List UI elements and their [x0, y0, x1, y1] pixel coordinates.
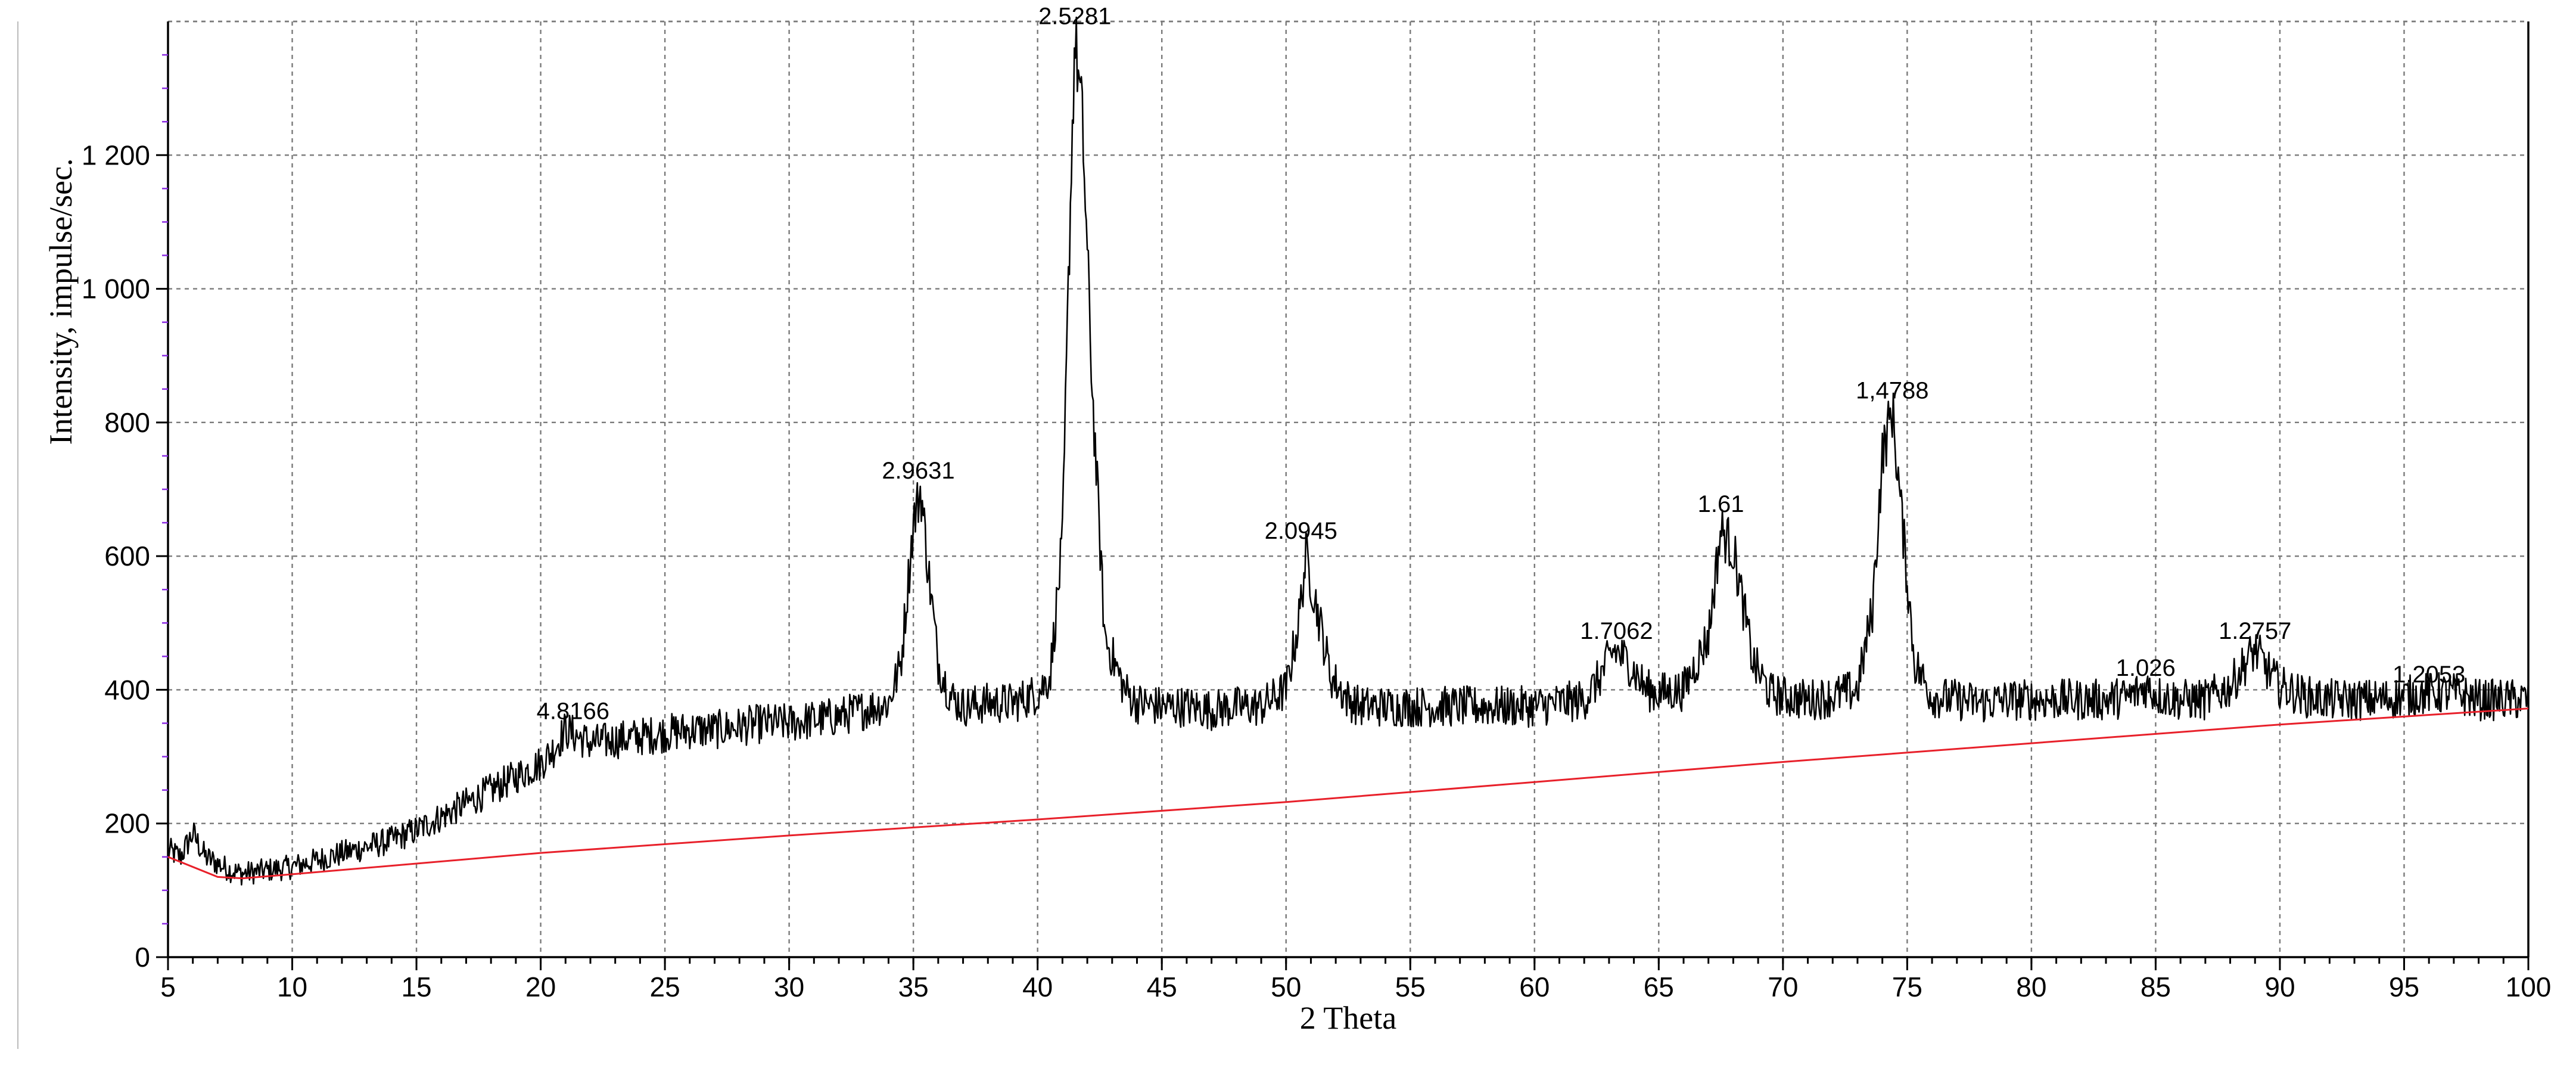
x-tick-label: 5 [160, 971, 176, 1002]
x-tick-label: 90 [2264, 971, 2295, 1002]
x-tick-label: 20 [525, 971, 556, 1002]
x-tick-label: 85 [2141, 971, 2171, 1002]
y-tick-label: 0 [135, 942, 150, 973]
y-tick-label: 200 [104, 808, 150, 839]
x-tick-label: 70 [1768, 971, 1798, 1002]
y-tick-label: 1 000 [82, 274, 150, 305]
x-tick-label: 55 [1395, 971, 1426, 1002]
peak-label: 2.5281 [1038, 3, 1111, 29]
chart-frame [17, 21, 2530, 1049]
y-axis-title: Intensity, impulse/sec. [43, 159, 79, 445]
x-tick-label: 35 [898, 971, 929, 1002]
peak-label: 4.8166 [537, 698, 609, 725]
x-tick-label: 60 [1519, 971, 1550, 1002]
y-tick-label: 800 [104, 407, 150, 438]
y-tick-label: 600 [104, 541, 150, 572]
peak-label: 2.0945 [1265, 518, 1337, 544]
peak-annotations: 4.8166 2.9631 2.5281 2.0945 1.7062 1.61 1,4788… [537, 3, 2466, 724]
peak-label: 1.2757 [2219, 618, 2291, 644]
x-tick-label: 15 [401, 971, 431, 1002]
x-tick-label: 50 [1271, 971, 1301, 1002]
axis-ticks [156, 54, 2530, 970]
x-tick-label: 10 [277, 971, 307, 1002]
baseline-line [167, 707, 2529, 880]
x-axis-title: 2 Theta [1300, 1000, 1396, 1036]
peak-label: 1.2053 [2393, 662, 2465, 688]
series-layer [167, 16, 2530, 886]
x-tick-label: 45 [1147, 971, 1177, 1002]
x-tick-label: 100 [2506, 971, 2552, 1002]
x-tick-label: 25 [650, 971, 680, 1002]
x-tick-label: 65 [1644, 971, 1674, 1002]
diffractogram-line [167, 16, 2530, 886]
x-tick-label: 30 [774, 971, 804, 1002]
x-tick-label: 75 [1892, 971, 1922, 1002]
x-tick-label: 40 [1022, 971, 1053, 1002]
peak-label: 2.9631 [882, 458, 954, 484]
y-tick-label: 1 200 [82, 139, 150, 170]
x-tick-label: 80 [2016, 971, 2046, 1002]
peak-label: 1.026 [2116, 655, 2176, 681]
y-tick-label: 400 [104, 674, 150, 705]
peak-label: 1.61 [1698, 491, 1744, 517]
peak-label: 1,4788 [1856, 377, 1928, 403]
grid [168, 20, 2528, 957]
x-tick-label: 95 [2389, 971, 2419, 1002]
peak-label: 1.7062 [1580, 618, 1653, 644]
tick-labels: 5 10 15 20 25 30 35 40 45 50 55 60 65 70 75 80 85 90 95 100… [82, 139, 2552, 1002]
